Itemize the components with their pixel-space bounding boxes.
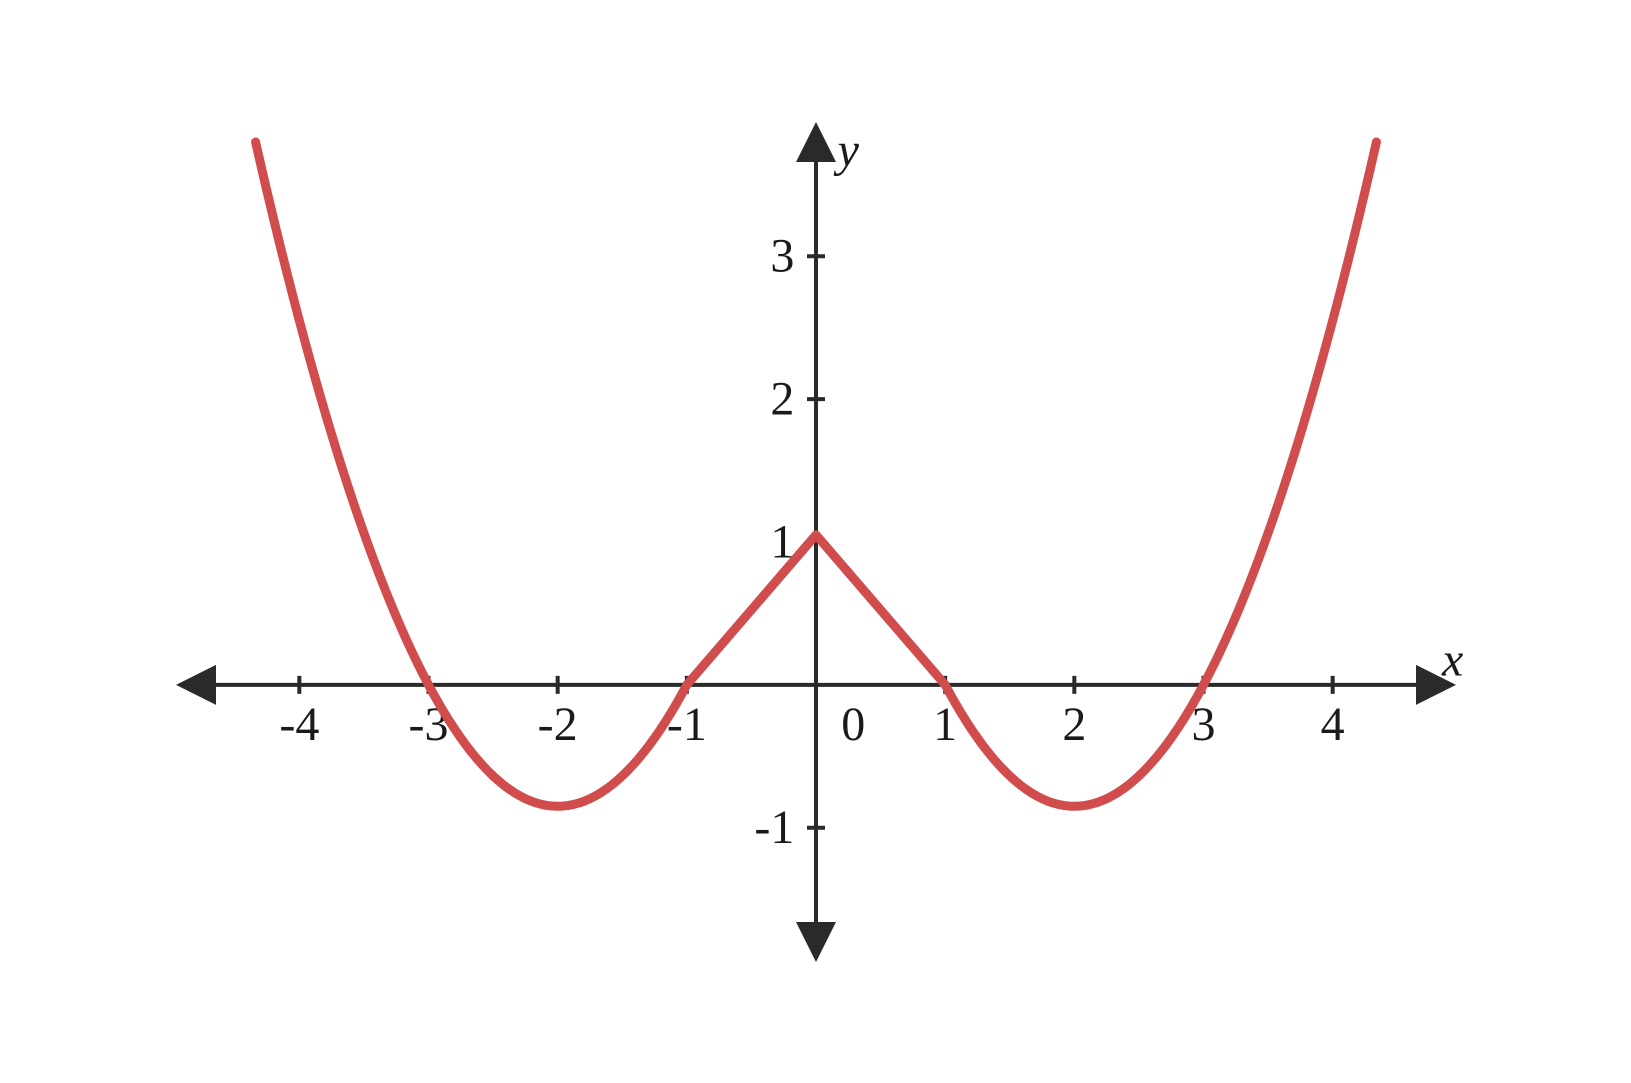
chart-container: -4-3-2-11234-11230xy xyxy=(136,82,1496,1002)
x-tick-label: 2 xyxy=(1062,698,1086,751)
x-tick-label: 4 xyxy=(1320,698,1344,751)
y-tick-label: 2 xyxy=(770,372,794,425)
x-tick-label: -2 xyxy=(537,698,577,751)
function-graph: -4-3-2-11234-11230xy xyxy=(136,82,1496,1002)
y-axis-label: y xyxy=(832,124,859,177)
y-tick-label: 3 xyxy=(770,229,794,282)
x-axis-label: x xyxy=(1441,633,1463,686)
origin-label: 0 xyxy=(841,698,865,751)
y-tick-label: -1 xyxy=(754,801,794,854)
x-tick-label: -4 xyxy=(279,698,319,751)
